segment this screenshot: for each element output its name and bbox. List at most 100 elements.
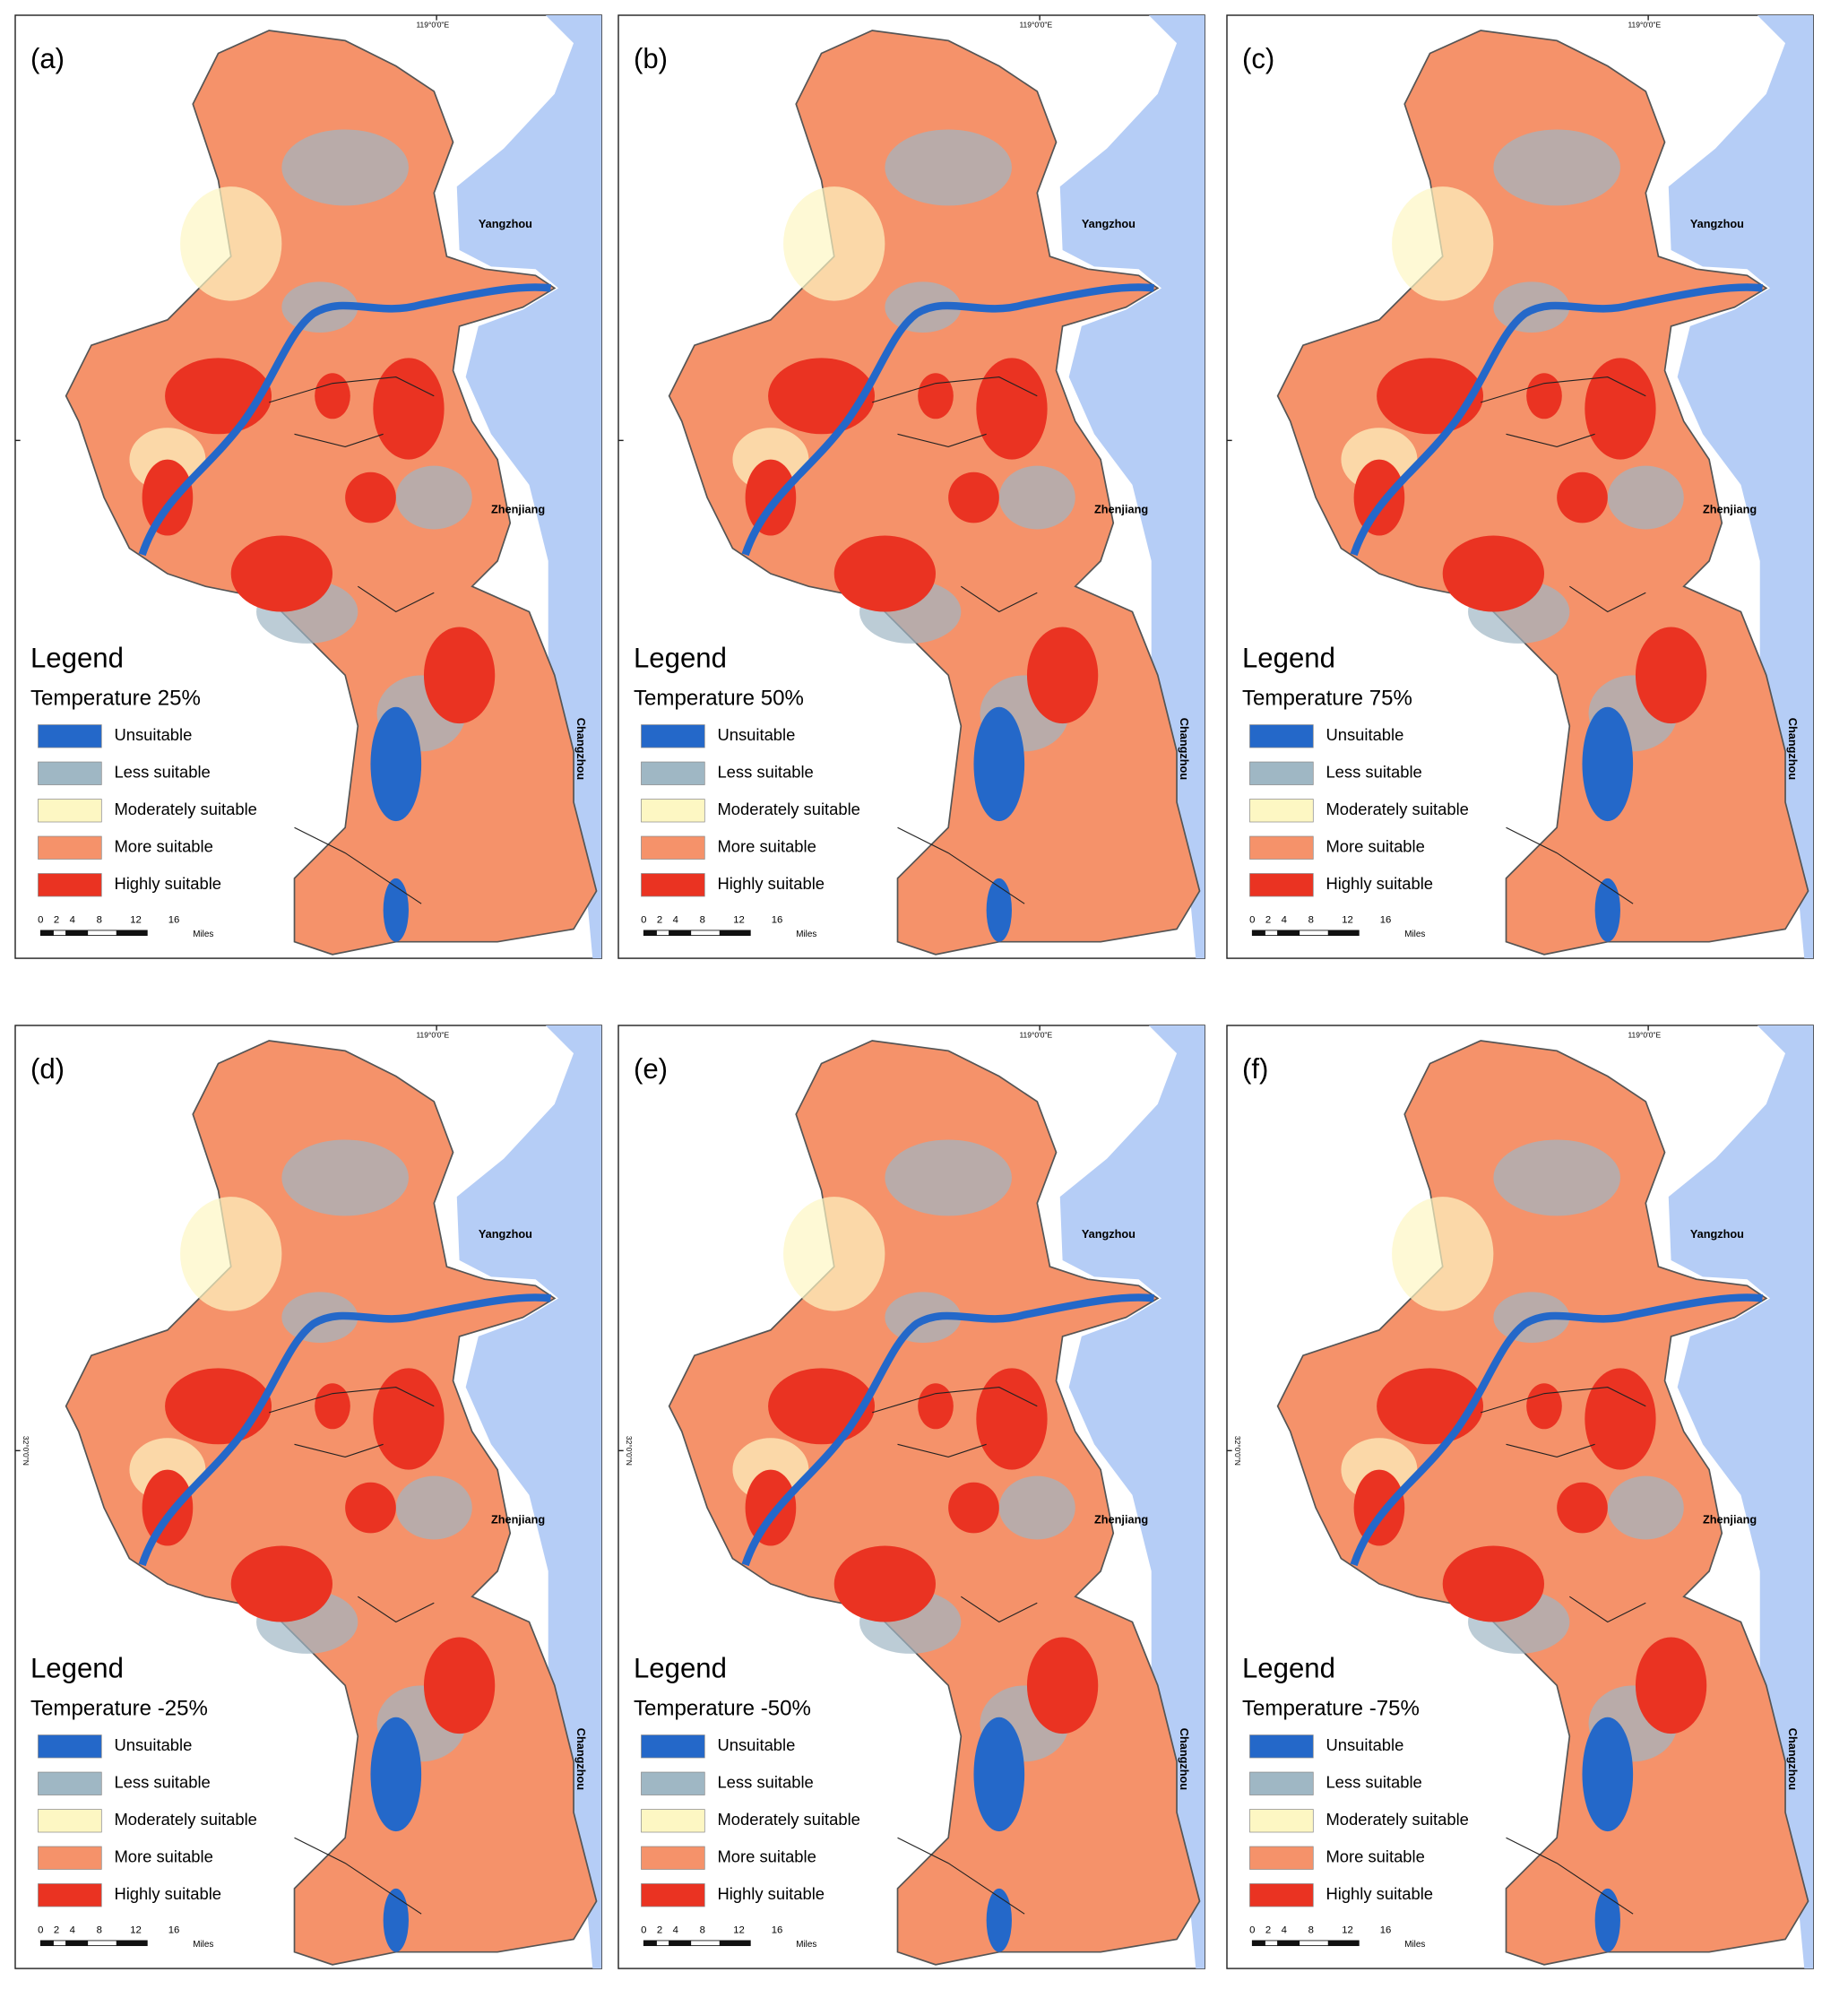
suitability-patch [180, 186, 282, 301]
scale-bar-unit: Miles [796, 1940, 816, 1950]
legend-swatch [641, 873, 705, 897]
legend-title: Legend [634, 1653, 727, 1684]
highly-suitable-patch [1442, 1545, 1544, 1622]
suitability-patch [1392, 186, 1494, 301]
scale-bar-tick: 0 [38, 1925, 43, 1936]
scale-bar-segment [1265, 930, 1279, 937]
legend-label: Highly suitable [114, 874, 221, 893]
legend-label: More suitable [114, 1847, 212, 1866]
highly-suitable-patch [315, 1383, 350, 1430]
place-name: Yangzhou [1690, 1227, 1744, 1241]
map-panel: (d) 119°0'0"E 32°0'0"N Yangzhou Zhenjiang Cha… [14, 1025, 602, 1969]
scale-bar-tick: 0 [1249, 1925, 1255, 1936]
scale-bar-segment [87, 1940, 117, 1947]
legend-swatch [641, 1846, 705, 1870]
legend-label: Less suitable [717, 1773, 813, 1792]
scale-bar-segment [39, 930, 54, 937]
legend-swatch [1249, 835, 1314, 860]
legend-scenario: Temperature 75% [1242, 687, 1412, 711]
scale-bar-unit: Miles [1404, 1940, 1425, 1950]
legend-label: Moderately suitable [1326, 800, 1468, 818]
lake [370, 1717, 422, 1832]
suitability-patch [1493, 129, 1620, 206]
scale-bar-tick: 4 [70, 915, 75, 926]
scale-bar-segment [1299, 1940, 1329, 1947]
legend-swatch [1249, 1734, 1314, 1759]
scale-bar-tick: 4 [673, 915, 678, 926]
lake [1594, 878, 1620, 942]
scale-bar-tick: 16 [168, 1925, 180, 1936]
latitude-label: 32°0'0"N [22, 1436, 30, 1466]
scale-bar-tick: 12 [733, 1925, 745, 1936]
river [138, 1293, 552, 1567]
highly-suitable-patch [976, 358, 1048, 460]
legend-label: Less suitable [1326, 1773, 1421, 1792]
scale-bar-segment [1327, 930, 1360, 937]
highly-suitable-patch [315, 373, 350, 419]
scale-bar-tick: 8 [700, 1925, 705, 1936]
legend-swatch [641, 1734, 705, 1759]
legend-scenario: Temperature -75% [1242, 1697, 1420, 1721]
highly-suitable-patch [1635, 627, 1707, 724]
legend-swatch [38, 1734, 102, 1759]
longitude-label: 119°0'0"E [1628, 1031, 1661, 1040]
highly-suitable-patch [1557, 471, 1608, 523]
legend-swatch [1249, 1771, 1314, 1795]
latitude-label: 32°0'0"N [1233, 1436, 1242, 1466]
map-panel: (e) 119°0'0"E 32°0'0"N Yangzhou Zhenjiang Cha… [617, 1025, 1205, 1969]
lake [986, 878, 1012, 942]
scale-bar-segment [719, 930, 751, 937]
panel-label: (c) [1242, 43, 1274, 74]
highly-suitable-patch [373, 1368, 445, 1470]
highly-suitable-patch [345, 1482, 396, 1534]
scale-bar-segment [656, 930, 670, 937]
legend-swatch [1249, 761, 1314, 785]
scale-bar-unit: Miles [796, 930, 816, 939]
lake [986, 1888, 1012, 1952]
scale-bar-segment [656, 1940, 670, 1947]
legend-swatch [1249, 1809, 1314, 1833]
scale-bar-segment [1299, 930, 1329, 937]
scale-bar-tick: 12 [130, 915, 142, 926]
place-name: Changzhou [574, 718, 588, 780]
scale-bar-tick: 8 [1308, 1925, 1314, 1936]
suitability-patch [1493, 1139, 1620, 1216]
highly-suitable-patch [423, 627, 496, 724]
scale-bar-segment [65, 1940, 89, 1947]
highly-suitable-patch [833, 1545, 936, 1622]
legend-swatch [38, 835, 102, 860]
legend-swatch [641, 761, 705, 785]
legend-label: Highly suitable [717, 874, 825, 893]
scale-bar-tick: 16 [1380, 915, 1392, 926]
map-panel: (b) 119°0'0"E Yangzhou Zhenjiang Changzhou Le… [617, 14, 1205, 959]
legend-label: Less suitable [114, 763, 210, 782]
scale-bar-segment [53, 1940, 67, 1947]
lake [973, 706, 1025, 822]
legend-swatch [641, 1809, 705, 1833]
highly-suitable-patch [423, 1637, 496, 1734]
legend-label: Moderately suitable [717, 800, 859, 818]
scale-bar-unit: Miles [1404, 930, 1425, 939]
legend-scenario: Temperature 50% [634, 687, 804, 711]
legend-label: Unsuitable [114, 725, 192, 744]
scale-bar-segment [690, 930, 721, 937]
place-name: Zhenjiang [1094, 1513, 1148, 1527]
highly-suitable-patch [373, 358, 445, 460]
legend-swatch [38, 1846, 102, 1870]
legend-label: Unsuitable [717, 1735, 795, 1754]
highly-suitable-patch [1353, 459, 1405, 536]
highly-suitable-patch [1585, 358, 1656, 460]
place-name: Yangzhou [1690, 217, 1744, 230]
scale-bar-segment [39, 1940, 54, 1947]
place-name: Yangzhou [479, 1227, 532, 1241]
longitude-label: 119°0'0"E [416, 21, 449, 30]
scale-bar-tick: 12 [1342, 1925, 1353, 1936]
legend-title: Legend [1242, 1653, 1335, 1684]
highly-suitable-patch [1526, 373, 1562, 419]
suitability-patch [885, 129, 1012, 206]
river [1350, 1293, 1764, 1567]
suitability-patch [180, 1197, 282, 1311]
highly-suitable-patch [1635, 1637, 1707, 1734]
lake [370, 706, 422, 822]
scale-bar-segment [643, 930, 657, 937]
